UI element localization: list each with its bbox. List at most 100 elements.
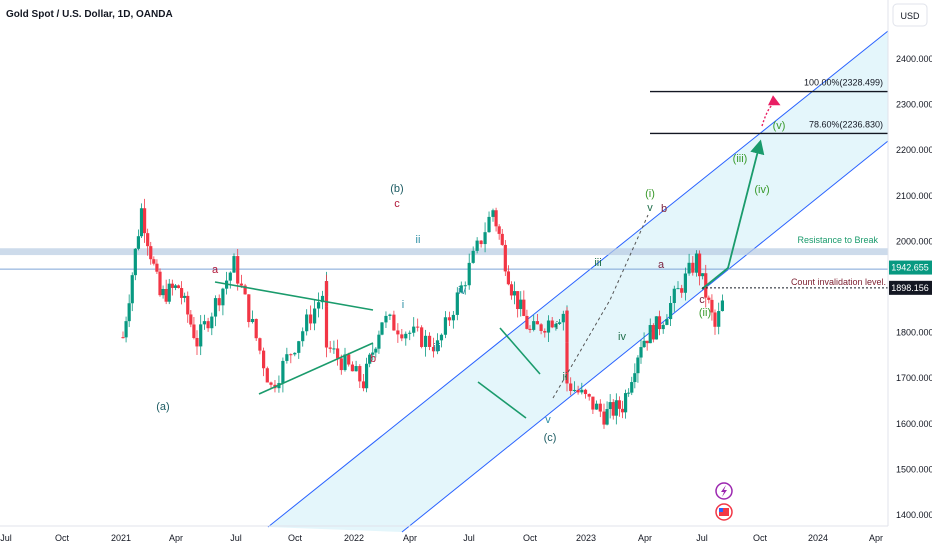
candle-body: [683, 273, 687, 293]
candle-body: [254, 318, 258, 339]
time-tick-5: Oct: [288, 533, 303, 543]
candle-body: [483, 232, 487, 245]
wave-label-23: (v): [773, 120, 786, 132]
candle-body: [320, 295, 325, 303]
wave-label-16: (i): [645, 188, 655, 200]
candle-body: [354, 366, 358, 372]
candle-body: [221, 288, 225, 306]
candle-body: [121, 337, 125, 339]
candle-body: [694, 253, 699, 273]
candle-body: [313, 308, 317, 324]
candle-body: [258, 338, 262, 351]
candle-body: [535, 321, 539, 325]
candle-body: [620, 408, 625, 413]
candle-body: [269, 382, 273, 385]
price-tick-2100: 2100.000: [896, 191, 932, 201]
price-tick-2300: 2300.000: [896, 100, 932, 110]
time-tick-2: 2021: [111, 533, 131, 543]
candle-body: [459, 285, 463, 293]
candle-body: [580, 389, 584, 393]
candle-body: [633, 373, 637, 383]
time-tick-11: Apr: [638, 533, 652, 543]
wave-label-12: ii: [563, 371, 568, 383]
candle-body: [487, 216, 491, 233]
candle-body: [281, 360, 285, 384]
candle-body: [443, 317, 448, 335]
candle-body: [497, 226, 501, 234]
candle-body: [500, 233, 504, 245]
candle-body: [236, 256, 240, 284]
candle-body: [669, 303, 673, 320]
candle-body: [324, 281, 329, 307]
candle-body: [608, 402, 612, 410]
candle-body: [697, 253, 702, 277]
candle-body: [528, 328, 532, 330]
candle-body: [512, 291, 517, 296]
wave-label-21: (iii): [733, 153, 748, 165]
candle-body: [305, 314, 309, 332]
time-tick-6: 2022: [344, 533, 364, 543]
candle-body: [707, 297, 711, 300]
projection-path: [701, 139, 765, 290]
wave-label-2: b: [370, 353, 376, 365]
candle-body: [587, 394, 591, 397]
last-price-tag-bg: [889, 260, 932, 275]
candle-body: [377, 334, 381, 349]
candle-body: [494, 210, 498, 227]
candle-body: [720, 300, 724, 312]
candle-body: [332, 348, 336, 350]
candle-body: [232, 256, 236, 273]
candle-body: [654, 316, 659, 340]
candle-body: [451, 314, 455, 321]
price-axis-panel: [888, 0, 932, 550]
candle-body: [463, 285, 467, 287]
invalidation-tag: 1898.156: [891, 283, 929, 293]
time-axis[interactable]: Jul Oct 2021 Apr Jul Oct 2022 Apr Jul Oct 2023 Apr J…: [0, 533, 883, 543]
price-tick-1400: 1400.000: [896, 510, 932, 520]
wave-label-8: iv: [458, 285, 466, 297]
candle-body: [565, 342, 569, 384]
wave-label-13: iii: [594, 257, 601, 269]
candle-body: [569, 383, 573, 391]
wave-label-1: a: [212, 264, 219, 276]
candle-body: [192, 324, 196, 339]
candle-body: [431, 346, 436, 352]
currency-button[interactable]: [892, 3, 928, 27]
candle-body: [210, 316, 214, 329]
candle-body: [199, 324, 203, 347]
candle-body: [170, 283, 174, 288]
time-tick-10: 2023: [576, 533, 596, 543]
candle-body: [374, 348, 378, 353]
candle-body: [565, 310, 569, 343]
candle-body: [155, 263, 159, 272]
candle-body: [516, 291, 520, 310]
candle-body: [642, 340, 646, 348]
wave-label-11: i: [556, 320, 558, 332]
candle-body: [576, 389, 580, 393]
candle-body: [657, 316, 662, 330]
channel-upper-line: [267, 30, 889, 528]
candle-body: [503, 244, 507, 272]
candle-body: [388, 314, 392, 316]
candle-body: [368, 354, 372, 364]
wave-label-20: (ii): [699, 307, 711, 319]
candle-body: [285, 354, 289, 361]
candle-body: [301, 331, 305, 342]
wave-label-0: (a): [156, 401, 169, 413]
resistance-label: Resistance to Break: [797, 235, 878, 245]
candle-body: [598, 403, 602, 412]
candle-body: [479, 240, 483, 245]
candle-body: [250, 318, 255, 323]
candle-body: [217, 298, 221, 306]
candle-body: [179, 288, 184, 298]
candle-body: [713, 312, 717, 327]
time-tick-13: Oct: [753, 533, 768, 543]
candle-body: [293, 352, 297, 355]
candle-body: [665, 319, 669, 325]
candle-body: [717, 311, 721, 327]
candle-body: [339, 358, 343, 371]
wave-label-15: v: [647, 202, 653, 214]
wave-label-9: v: [545, 414, 551, 426]
candle-body: [133, 248, 137, 276]
